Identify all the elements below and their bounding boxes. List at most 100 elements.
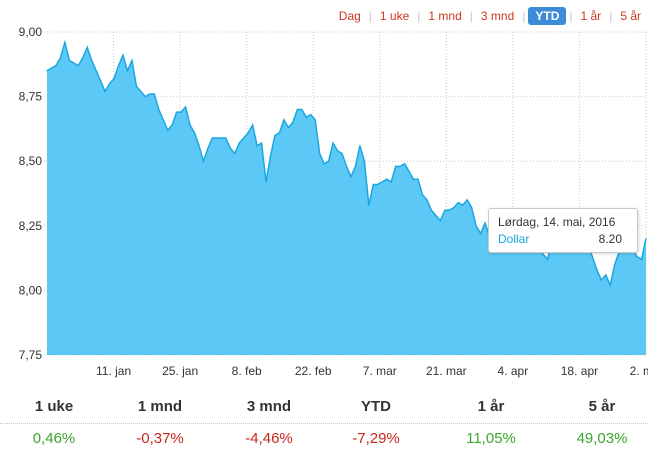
data-point	[542, 253, 544, 255]
x-tick-label: 21. mar	[426, 364, 467, 378]
data-point	[457, 201, 459, 204]
data-point	[113, 77, 115, 80]
data-point	[64, 41, 66, 43]
data-point	[269, 155, 272, 157]
data-point	[305, 116, 307, 118]
chart-tooltip: Lørdag, 14. mai, 2016 Dollar 8.20	[488, 208, 638, 253]
data-point	[408, 170, 410, 173]
data-point	[243, 137, 245, 139]
data-point	[46, 70, 48, 72]
data-point	[439, 220, 441, 222]
perf-value-1-mnd: -0,37%	[136, 430, 184, 447]
data-point	[220, 137, 222, 139]
y-tick-label: 8,00	[19, 283, 43, 297]
data-point	[466, 199, 468, 201]
data-point	[189, 124, 191, 126]
data-point	[421, 194, 424, 196]
data-point	[265, 181, 267, 183]
data-point	[91, 59, 93, 62]
data-point	[126, 70, 129, 72]
data-point	[435, 214, 437, 217]
data-point	[59, 57, 62, 59]
performance-values: 0,46% -0,37% -4,46% -7,29% 11,05% 49,03%	[0, 430, 648, 452]
data-point	[471, 207, 473, 209]
perf-header-1-ar: 1 år	[477, 398, 505, 415]
x-tick-label: 18. apr	[561, 364, 598, 378]
data-point	[350, 176, 352, 178]
data-point	[252, 124, 254, 126]
data-point	[426, 199, 428, 201]
data-point	[336, 150, 339, 152]
data-point	[207, 147, 209, 149]
perf-value-3-mnd: -4,46%	[245, 430, 293, 447]
data-point	[399, 165, 401, 167]
range-tab-1-uke[interactable]: 1 uke	[379, 9, 410, 23]
data-point	[283, 119, 285, 121]
time-range-selector: Dag | 1 uke | 1 mnd | 3 mnd | YTD | 1 år | 5 år	[334, 6, 646, 26]
y-axis-ticks: 9,00 8,75 8,50 8,25 8,00 7,75	[19, 25, 43, 362]
data-point	[645, 238, 647, 240]
range-separator: |	[469, 9, 473, 23]
data-point	[184, 106, 187, 108]
data-point	[314, 119, 316, 121]
perf-value-1-ar: 11,05%	[466, 430, 516, 447]
y-tick-label: 7,75	[19, 348, 43, 362]
performance-divider	[0, 423, 648, 424]
data-point	[100, 80, 102, 82]
data-point	[108, 83, 111, 85]
x-tick-label: 2. mai	[630, 364, 648, 378]
data-point	[86, 46, 88, 49]
performance-table: 1 uke 1 mnd 3 mnd YTD 1 år 5 år 0,46% -0…	[0, 396, 648, 462]
range-tab-dag[interactable]: Dag	[338, 9, 361, 23]
data-point	[260, 142, 263, 144]
data-point	[596, 269, 598, 271]
data-point	[167, 129, 169, 131]
range-tab-ytd[interactable]: YTD	[528, 7, 567, 25]
chart-area	[46, 39, 647, 356]
x-axis-ticks: 11. jan 25. jan 8. feb 22. feb 7. mar 21. mar…	[96, 364, 648, 378]
series-area-fill	[47, 42, 646, 356]
data-point	[216, 137, 218, 139]
data-point	[600, 279, 602, 281]
range-tab-3-mnd[interactable]: 3 mnd	[480, 9, 515, 23]
data-point	[193, 132, 196, 134]
data-point	[386, 178, 388, 180]
data-point	[301, 108, 303, 111]
tooltip-value: 8.20	[598, 232, 622, 246]
data-point	[238, 142, 240, 144]
perf-value-1-uke: 0,46%	[32, 430, 76, 447]
range-tab-5-ar[interactable]: 5 år	[620, 9, 641, 23]
data-point	[153, 93, 155, 95]
data-point	[158, 108, 160, 111]
data-point	[77, 64, 79, 67]
data-point	[211, 137, 213, 139]
data-point	[377, 183, 379, 186]
data-point	[359, 145, 361, 147]
data-point	[55, 64, 57, 67]
data-point	[328, 160, 330, 162]
data-point	[395, 165, 397, 167]
data-point	[180, 111, 182, 113]
data-point	[448, 209, 450, 211]
range-separator: |	[522, 9, 526, 23]
data-point	[104, 90, 106, 93]
range-separator: |	[368, 9, 372, 23]
y-tick-label: 8,50	[19, 154, 43, 168]
data-point	[202, 160, 205, 162]
data-point	[372, 183, 374, 186]
range-tab-1-mnd[interactable]: 1 mnd	[428, 9, 462, 23]
data-point	[614, 263, 616, 266]
perf-header-3-mnd: 3 mnd	[246, 398, 292, 415]
data-point	[310, 114, 312, 116]
data-point	[247, 132, 249, 134]
data-point	[390, 181, 392, 183]
data-point	[640, 258, 643, 260]
data-point	[609, 284, 611, 286]
y-tick-label: 8,25	[19, 219, 43, 233]
data-point	[140, 90, 142, 93]
perf-header-1-uke: 1 uke	[34, 398, 74, 415]
range-tab-1-ar[interactable]: 1 år	[580, 9, 602, 23]
perf-value-5-ar: 49,03%	[576, 430, 628, 447]
perf-value-ytd: -7,29%	[352, 430, 400, 447]
data-point	[274, 134, 276, 136]
